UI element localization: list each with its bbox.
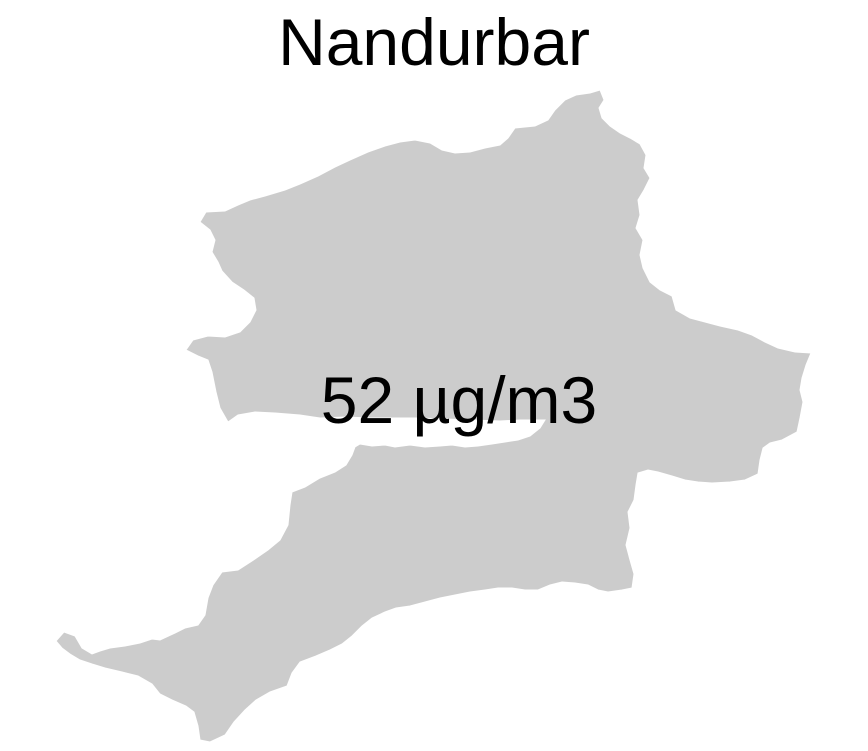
map-title: Nandurbar: [278, 5, 590, 79]
district-shape: [55, 89, 812, 743]
value-label: 52 µg/m3: [320, 363, 598, 437]
